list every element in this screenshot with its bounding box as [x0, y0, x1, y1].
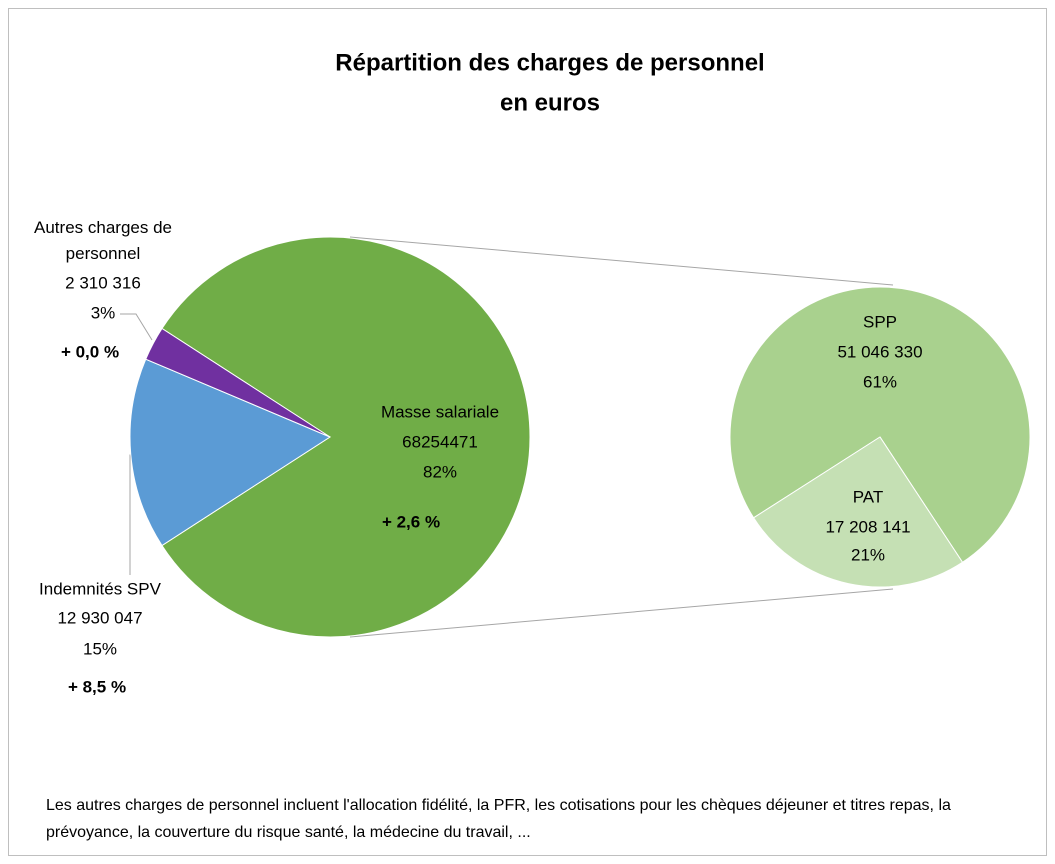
- value-label: 68254471: [402, 432, 478, 451]
- connector: [349, 588, 894, 638]
- pie-slice: [752, 436, 964, 588]
- percent-label: 21%: [851, 545, 885, 564]
- change-label: + 2,6 %: [382, 512, 440, 531]
- slice-label: Autres charges de personnel: [34, 218, 172, 263]
- pie-slice: [729, 286, 1031, 563]
- percent-label: 3%: [91, 303, 116, 322]
- note: Les autres charges de personnel incluent…: [46, 797, 951, 841]
- value-label: 51 046 330: [837, 342, 922, 361]
- pie-slice: [129, 358, 332, 547]
- pie-slice: [161, 236, 531, 638]
- value-label: 12 930 047: [57, 608, 142, 627]
- change-label: + 8,5 %: [68, 677, 126, 696]
- value-label: 2 310 316: [65, 273, 141, 292]
- slice-label: SPP: [863, 312, 897, 331]
- chart-title: Répartition des charges de personnel: [335, 49, 764, 76]
- percent-label: 61%: [863, 372, 897, 391]
- percent-label: 82%: [423, 462, 457, 481]
- value-label: 17 208 141: [825, 517, 910, 536]
- pie-slice: [145, 327, 331, 438]
- leader-line: [120, 313, 153, 341]
- slice-label: Masse salariale: [381, 402, 499, 421]
- change-label: + 0,0 %: [61, 342, 119, 361]
- slice-label: PAT: [853, 487, 884, 506]
- percent-label: 15%: [83, 639, 117, 658]
- slice-label: Indemnités SPV: [39, 579, 162, 598]
- connector: [349, 236, 894, 286]
- chart-subtitle: en euros: [500, 89, 600, 116]
